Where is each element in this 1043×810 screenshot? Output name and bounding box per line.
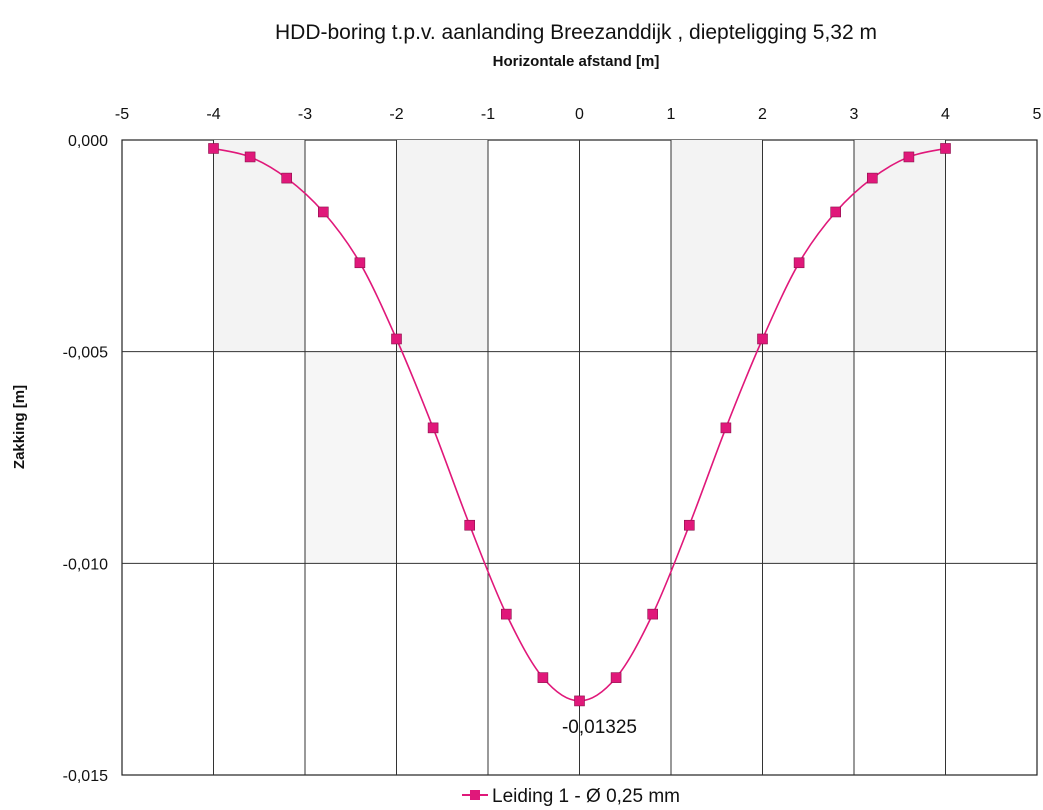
data-point-9: [537, 672, 549, 683]
x-tick-label-9: 4: [941, 106, 950, 123]
data-point-14: [720, 422, 732, 434]
legend-marker-swatch: [470, 790, 480, 800]
x-tick-label-3: -2: [389, 106, 403, 123]
gridlines: [122, 140, 1037, 775]
data-point-5: [391, 333, 402, 345]
data-point-4: [354, 257, 366, 269]
x-tick-label-1: -4: [206, 106, 220, 123]
y-tick-label-2: -0,010: [63, 556, 108, 573]
data-point-15: [757, 333, 768, 345]
y-tick-labels: 0,000 -0,005 -0,010 -0,015: [63, 133, 108, 785]
data-point-11: [610, 672, 622, 683]
x-tick-label-10: 5: [1033, 106, 1042, 123]
x-axis-label: Horizontale afstand [m]: [493, 53, 660, 70]
x-tick-label-7: 2: [758, 106, 767, 123]
y-axis-label: Zakking [m]: [11, 385, 28, 469]
legend-label: Leiding 1 - Ø 0,25 mm: [492, 786, 680, 807]
data-point-20: [940, 143, 951, 154]
data-point-3: [317, 206, 329, 218]
chart-title: HDD-boring t.p.v. aanlanding Breezanddij…: [275, 21, 877, 44]
data-point-7: [464, 519, 476, 531]
data-point-18: [866, 172, 878, 184]
data-label-min-0: -0,01325: [562, 717, 637, 738]
data-point-2: [281, 172, 293, 184]
data-point-1: [244, 151, 256, 163]
data-point-16: [793, 257, 805, 269]
x-tick-label-8: 3: [850, 106, 859, 123]
x-tick-label-4: -1: [481, 106, 495, 123]
x-tick-label-6: 1: [667, 106, 676, 123]
data-point-6: [427, 422, 439, 434]
y-tick-label-3: -0,015: [63, 768, 108, 785]
x-tick-labels: -5 -4 -3 -2 -1 0 1 2 3 4 5: [115, 106, 1042, 123]
x-tick-label-5: 0: [575, 106, 584, 123]
data-point-13: [683, 519, 695, 531]
y-tick-label-0: 0,000: [68, 133, 108, 150]
legend: Leiding 1 - Ø 0,25 mm: [462, 786, 680, 807]
shade-band-top-2: [671, 140, 763, 352]
data-point-17: [830, 206, 842, 218]
data-point-12: [647, 608, 659, 620]
y-tick-label-1: -0,005: [63, 345, 108, 362]
annotation-layer: -0,01325: [562, 717, 637, 738]
x-tick-label-0: -5: [115, 106, 129, 123]
data-point-19: [903, 151, 915, 163]
data-point-10: [574, 695, 585, 707]
shade-band-top-3: [854, 140, 946, 352]
shade-band-top-1: [396, 140, 488, 352]
data-point-8: [500, 608, 512, 620]
shade-band-mid-1: [762, 351, 854, 564]
x-tick-label-2: -3: [298, 106, 312, 123]
shade-band-mid-0: [305, 351, 397, 564]
data-point-0: [208, 143, 219, 154]
shade-band-top-0: [213, 140, 305, 352]
marker-layer: [208, 143, 951, 707]
